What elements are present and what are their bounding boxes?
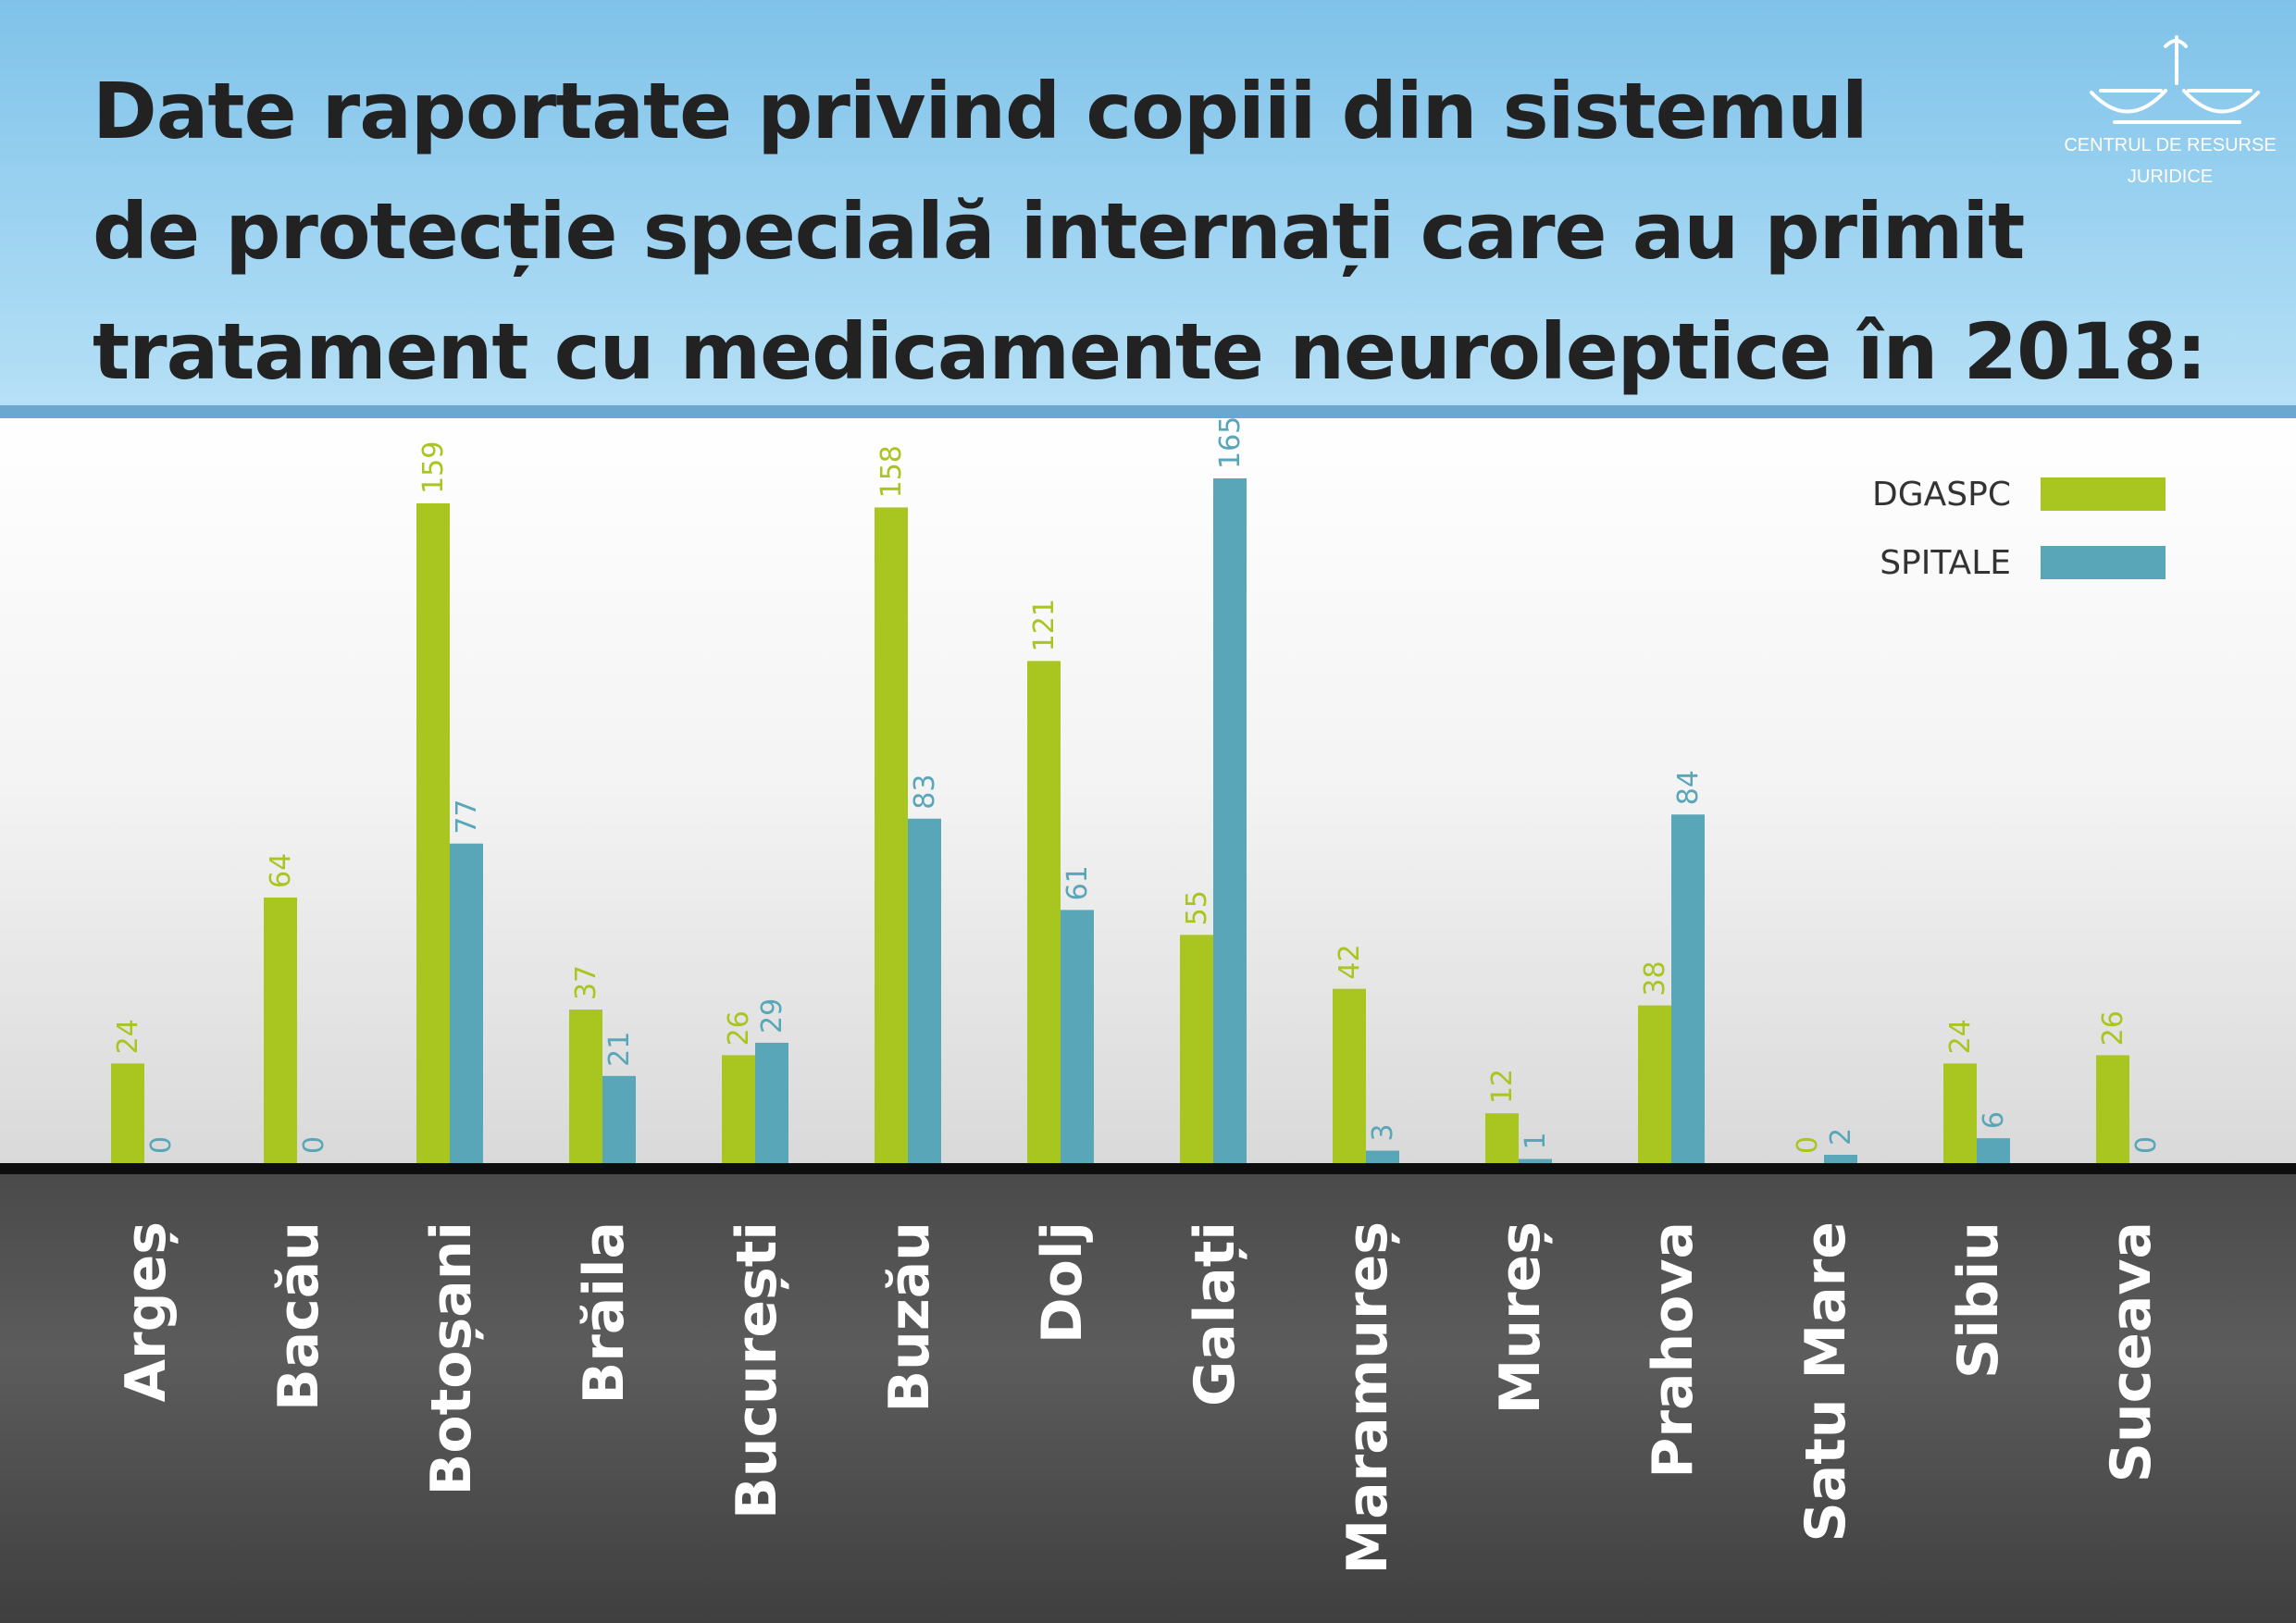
category-label-dolj: Dolj [1030,1221,1095,1344]
bar-dgaspc-dolj [1027,661,1061,1163]
plot-area [0,418,2296,1163]
bar-spitale-maramures [1366,1150,1399,1163]
value-label-dgaspc-prahova: 38 [1639,960,1671,996]
value-label-spitale-arges: 0 [145,1136,178,1154]
value-label-spitale-suceava: 0 [2130,1136,2163,1154]
bar-spitale-botosani [450,843,483,1163]
bar-dgaspc-arges [111,1063,144,1163]
bar-dgaspc-suceava [2096,1055,2129,1163]
value-label-spitale-buzau: 83 [909,774,941,810]
bar-spitale-mures [1519,1158,1552,1163]
value-label-dgaspc-buzau: 158 [875,445,908,498]
legend-label-spitale: SPITALE [1880,544,2011,582]
category-label-braila: Brăila [572,1221,637,1404]
title-line-2: de protecție specială internați care au … [93,186,2025,277]
value-label-spitale-satu-mare: 2 [1825,1128,1857,1146]
value-label-dgaspc-satu-mare: 0 [1792,1136,1824,1154]
category-label-bacau: Bacău [267,1221,331,1411]
bar-dgaspc-maramures [1333,988,1366,1163]
bar-spitale-bucuresti [755,1042,788,1163]
bar-spitale-braila [602,1075,636,1163]
value-label-spitale-mures: 1 [1520,1132,1552,1149]
title-line-3: tratament cu medicamente neuroleptice în… [93,306,2207,397]
category-label-mures: Mureș [1488,1221,1553,1414]
value-label-dgaspc-suceava: 26 [2097,1010,2129,1046]
bar-spitale-sibiu [1977,1138,2010,1163]
value-label-dgaspc-galati: 55 [1181,890,1213,925]
bar-dgaspc-botosani [416,502,450,1163]
value-label-dgaspc-arges: 24 [112,1019,144,1054]
value-label-spitale-prahova: 84 [1672,770,1705,805]
bar-dgaspc-buzau [875,507,908,1163]
legend-swatch-dgaspc [2041,477,2166,511]
value-label-dgaspc-braila: 37 [570,965,602,1000]
logo-text: CENTRUL DE RESURSE JURIDICE [2017,130,2296,192]
legend-label-dgaspc: DGASPC [1872,476,2011,514]
header-divider [0,405,2296,418]
bar-dgaspc-sibiu [1943,1063,1977,1163]
category-label-buzau: Buzău [877,1221,942,1413]
value-label-dgaspc-botosani: 159 [417,441,450,494]
category-label-arges: Argeș [114,1221,179,1402]
value-label-spitale-bacau: 0 [298,1136,330,1154]
category-label-botosani: Botoșani [419,1221,484,1495]
value-label-dgaspc-dolj: 121 [1028,599,1061,651]
bar-spitale-satu-mare [1824,1155,1857,1163]
category-label-bucuresti: București [725,1221,789,1519]
x-axis-line [0,1163,2296,1174]
legend-swatch-spitale [2041,546,2166,579]
value-label-dgaspc-mures: 12 [1486,1069,1519,1104]
bar-dgaspc-mures [1485,1113,1519,1163]
header-band [0,0,2296,405]
value-label-spitale-maramures: 3 [1367,1123,1399,1141]
value-label-spitale-braila: 21 [603,1032,636,1067]
bar-spitale-dolj [1061,910,1094,1163]
page-title: Date raportate privind copiii din sistem… [93,51,2207,412]
value-label-dgaspc-bucuresti: 26 [723,1010,755,1046]
category-band [0,1174,2296,1623]
value-label-spitale-dolj: 61 [1061,865,1094,900]
value-label-dgaspc-sibiu: 24 [1944,1019,1977,1054]
scales-of-justice-logo-icon [2090,35,2260,124]
value-label-spitale-botosani: 77 [451,799,483,834]
category-label-galati: Galați [1183,1221,1247,1406]
bar-dgaspc-bucuresti [722,1055,755,1163]
value-label-dgaspc-bacau: 64 [265,853,297,888]
bar-spitale-galati [1213,478,1247,1163]
bar-dgaspc-braila [569,1010,602,1163]
category-label-prahova: Prahova [1641,1221,1706,1479]
bar-dgaspc-galati [1180,935,1213,1163]
category-label-satu-mare: Satu Mare [1793,1221,1858,1542]
bar-dgaspc-bacau [264,897,297,1163]
value-label-spitale-galati: 165 [1214,416,1247,469]
value-label-dgaspc-maramures: 42 [1334,944,1366,979]
logo-text-line-2: JURIDICE [2127,167,2214,187]
bar-spitale-buzau [908,818,941,1163]
title-line-1: Date raportate privind copiii din sistem… [93,66,1868,156]
value-label-spitale-bucuresti: 29 [756,998,788,1034]
category-label-maramures: Maramureș [1335,1221,1400,1575]
value-label-spitale-sibiu: 6 [1978,1111,2010,1129]
bar-spitale-prahova [1671,814,1705,1163]
category-label-suceava: Suceava [2099,1221,2164,1482]
category-label-sibiu: Sibiu [1946,1221,2011,1379]
bar-dgaspc-prahova [1638,1005,1671,1163]
logo-text-line-1: CENTRUL DE RESURSE [2064,135,2277,155]
